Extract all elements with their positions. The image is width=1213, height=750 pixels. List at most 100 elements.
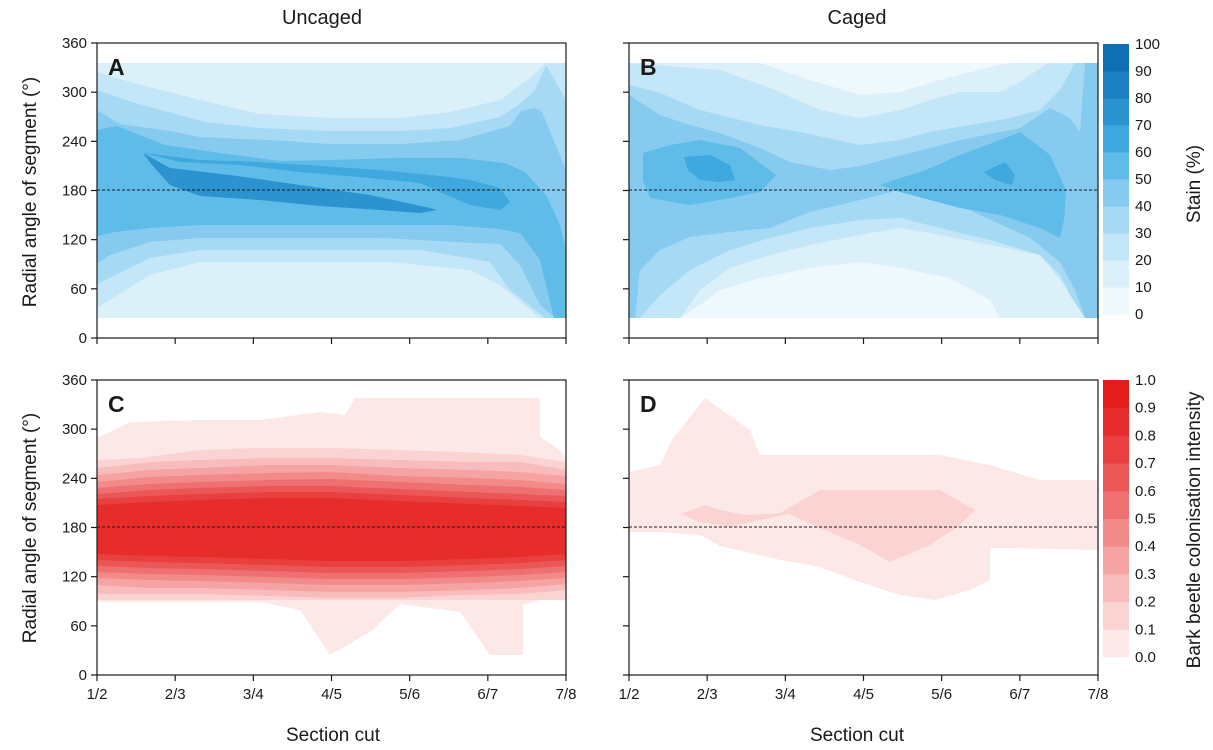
y-tick-label-c-300: 300 — [62, 421, 87, 438]
y-axis-title-bottom: Radial angle of segment (°) — [20, 413, 41, 643]
panel-a-x-ticks — [96, 338, 567, 344]
panel-b-letter: B — [640, 54, 657, 80]
panel-c-letter: C — [108, 391, 125, 417]
y-tick-label-a-60: 60 — [70, 281, 87, 298]
colorbar-beetle-swatch-8 — [1103, 407, 1129, 436]
colorbar-beetle-label-10: 0.0 — [1135, 649, 1156, 666]
colorbar-beetle-swatch-7 — [1103, 435, 1129, 464]
colorbar-beetle-swatches — [1103, 380, 1129, 658]
panel-b: B — [623, 42, 1099, 344]
colorbar-stain-swatch-0 — [1103, 287, 1129, 315]
colorbar-stain-label-6: 40 — [1135, 198, 1152, 215]
y-tick-label-c-180: 180 — [62, 520, 87, 537]
x-tick-label-c-4: 5/6 — [399, 686, 420, 703]
colorbar-stain-label-8: 20 — [1135, 252, 1152, 269]
colorbar-stain-label-5: 50 — [1135, 171, 1152, 188]
colorbar-beetle-swatch-4 — [1103, 518, 1129, 547]
colorbar-stain-swatches — [1103, 44, 1129, 315]
colorbar-beetle: 1.0 0.9 0.8 0.7 0.6 0.5 0.4 0.3 0.2 0.1 0.0 Bark b… — [1103, 372, 1205, 668]
panel-d-letter: D — [640, 391, 657, 417]
colorbar-stain-title: Stain (%) — [1184, 145, 1205, 223]
colorbar-stain-swatch-2 — [1103, 233, 1129, 261]
x-tick-label-c-3: 4/5 — [321, 686, 342, 703]
colorbar-stain-label-3: 70 — [1135, 117, 1152, 134]
colorbar-beetle-label-6: 0.4 — [1135, 538, 1156, 555]
y-tick-label-a-300: 300 — [62, 84, 87, 101]
colorbar-beetle-label-7: 0.3 — [1135, 566, 1156, 583]
panel-c-x-ticks: 1/2 2/3 3/4 4/5 5/6 6/7 7/8 — [87, 675, 577, 703]
colorbar-stain-swatch-9 — [1103, 44, 1129, 72]
y-tick-label-a-120: 120 — [62, 232, 87, 249]
colorbar-stain-swatch-3 — [1103, 206, 1129, 234]
panel-d-y-ticks — [623, 379, 629, 676]
y-tick-label-c-240: 240 — [62, 470, 87, 487]
colorbar-stain-label-4: 60 — [1135, 144, 1152, 161]
contour-d-level-2 — [681, 490, 975, 562]
contour-a-level-8 — [143, 153, 437, 213]
y-tick-label-a-0: 0 — [79, 330, 87, 347]
y-tick-label-a-240: 240 — [62, 133, 87, 150]
y-tick-label-c-60: 60 — [70, 618, 87, 635]
panel-a-y-ticks: 0 60 120 180 240 300 360 — [62, 35, 97, 347]
x-tick-label-d-3: 4/5 — [853, 686, 874, 703]
colorbar-beetle-label-4: 0.6 — [1135, 483, 1156, 500]
colorbar-stain-swatch-1 — [1103, 260, 1129, 288]
x-tick-label-c-2: 3/4 — [243, 686, 264, 703]
colorbar-stain-label-1: 90 — [1135, 63, 1152, 80]
colorbar-beetle-label-2: 0.8 — [1135, 427, 1156, 444]
colorbar-stain-label-2: 80 — [1135, 90, 1152, 107]
colorbar-stain-swatch-4 — [1103, 179, 1129, 207]
contour-a-level-7 — [143, 153, 510, 210]
panel-a-contours — [97, 63, 566, 318]
x-tick-label-d-1: 2/3 — [697, 686, 718, 703]
colorbar-beetle-labels: 1.0 0.9 0.8 0.7 0.6 0.5 0.4 0.3 0.2 0.1 0.0 — [1135, 372, 1156, 666]
colorbar-stain-label-0: 100 — [1135, 36, 1160, 53]
colorbar-stain-label-9: 10 — [1135, 279, 1152, 296]
colorbar-beetle-swatch-2 — [1103, 573, 1129, 603]
colorbar-beetle-swatch-3 — [1103, 546, 1129, 575]
colorbar-beetle-title: Bark beetle colonisation intensity — [1184, 391, 1205, 668]
colorbar-beetle-label-3: 0.7 — [1135, 455, 1156, 472]
x-tick-label-c-1: 2/3 — [165, 686, 186, 703]
y-tick-label-a-360: 360 — [62, 35, 87, 52]
panel-a-letter: A — [108, 54, 125, 80]
colorbar-beetle-swatch-5 — [1103, 490, 1129, 519]
colorbar-beetle-swatch-6 — [1103, 463, 1129, 492]
x-axis-title-right: Section cut — [810, 725, 905, 746]
x-tick-label-c-6: 7/8 — [556, 686, 577, 703]
panel-d-contours — [629, 398, 1098, 600]
contour-c-level-9 — [97, 498, 566, 561]
x-tick-label-d-4: 5/6 — [931, 686, 952, 703]
x-tick-label-d-5: 6/7 — [1009, 686, 1030, 703]
contour-b-level-7 — [684, 155, 735, 182]
x-tick-label-c-0: 1/2 — [87, 686, 108, 703]
x-tick-label-d-2: 3/4 — [775, 686, 796, 703]
panel-a: A 0 60 120 180 240 300 360 — [62, 35, 567, 347]
y-tick-label-c-360: 360 — [62, 372, 87, 389]
panel-d: D 1/2 2/3 3/4 4/5 5/6 6/7 7/8 — [619, 379, 1109, 703]
y-tick-label-c-0: 0 — [79, 667, 87, 684]
panel-b-y-ticks — [623, 42, 629, 339]
x-tick-label-d-6: 7/8 — [1088, 686, 1109, 703]
x-axis-title-left: Section cut — [286, 725, 381, 746]
colorbar-beetle-swatch-1 — [1103, 601, 1129, 630]
panel-c: C 0 60 120 180 240 300 360 1/2 2/3 3/4 4/5 5/6 6/7 7… — [62, 372, 576, 703]
y-tick-label-c-120: 120 — [62, 569, 87, 586]
colorbar-beetle-label-8: 0.2 — [1135, 594, 1156, 611]
colorbar-stain-swatch-7 — [1103, 98, 1129, 126]
colorbar-beetle-swatch-9 — [1103, 380, 1129, 409]
colorbar-beetle-label-0: 1.0 — [1135, 372, 1156, 389]
panel-c-y-ticks: 0 60 120 180 240 300 360 — [62, 372, 97, 684]
contour-b-level-6b — [880, 132, 1066, 238]
colorbar-stain-swatch-8 — [1103, 71, 1129, 99]
colorbar-beetle-label-5: 0.5 — [1135, 511, 1156, 528]
colorbar-beetle-swatch-0 — [1103, 629, 1129, 658]
contour-b-level-7b — [984, 162, 1015, 185]
colorbar-beetle-label-1: 0.9 — [1135, 400, 1156, 417]
colorbar-stain-swatch-6 — [1103, 125, 1129, 153]
panel-c-contours — [97, 398, 566, 655]
panel-b-x-ticks — [628, 338, 1099, 344]
